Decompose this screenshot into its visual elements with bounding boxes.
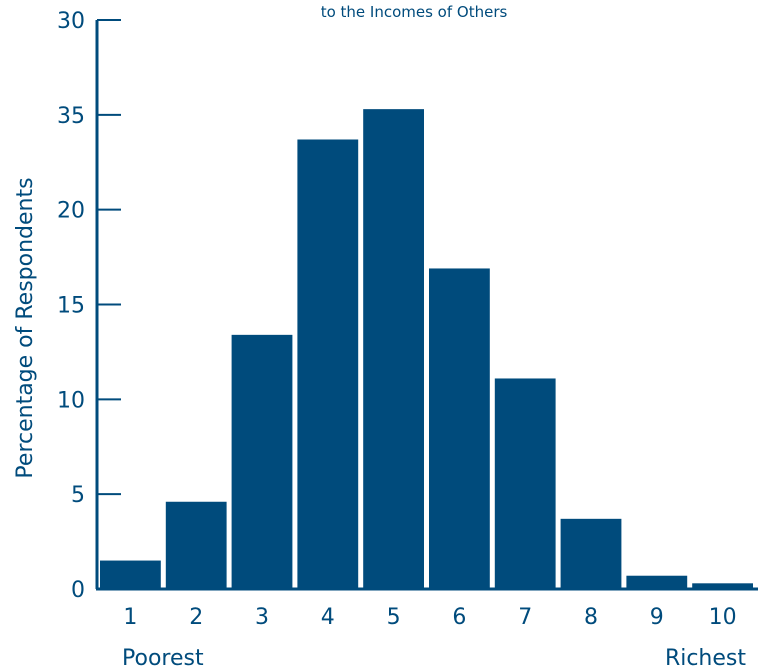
y-tick-label: 15 bbox=[57, 294, 85, 319]
x-tick-label: 6 bbox=[452, 605, 466, 630]
y-tick-label: 0 bbox=[71, 578, 85, 603]
x-end-label-left: Poorest bbox=[122, 646, 204, 669]
bar bbox=[429, 268, 490, 589]
bar bbox=[363, 109, 424, 589]
y-tick-label: 30 bbox=[57, 9, 85, 34]
bar bbox=[692, 583, 753, 589]
chart-title: to the Incomes of Others bbox=[321, 3, 508, 21]
x-tick-label: 2 bbox=[189, 605, 203, 630]
y-axis-label: Percentage of Respondents bbox=[13, 177, 38, 478]
x-tick-label: 7 bbox=[518, 605, 532, 630]
x-end-label-right: Richest bbox=[665, 646, 746, 669]
x-tick-label: 9 bbox=[650, 605, 664, 630]
y-tick-label: 10 bbox=[57, 388, 85, 413]
bar bbox=[231, 334, 293, 589]
y-tick-label: 20 bbox=[57, 199, 85, 224]
bars bbox=[100, 109, 753, 590]
x-tick-label: 8 bbox=[584, 605, 598, 630]
bar bbox=[100, 560, 161, 589]
x-tick-label: 3 bbox=[255, 605, 269, 630]
bar bbox=[560, 518, 622, 589]
bar bbox=[165, 501, 227, 589]
bar bbox=[626, 575, 688, 589]
x-tick-label: 5 bbox=[387, 605, 401, 630]
y-tick-label: 5 bbox=[71, 483, 85, 508]
bar bbox=[297, 139, 359, 590]
x-tick-label: 1 bbox=[123, 605, 137, 630]
x-ticks: 1 2 3 4 5 6 7 8 9 10 bbox=[123, 605, 736, 630]
y-tick-label: 35 bbox=[57, 104, 85, 129]
bar bbox=[494, 378, 556, 589]
x-tick-label: 10 bbox=[709, 605, 737, 630]
x-tick-label: 4 bbox=[321, 605, 335, 630]
y-ticks: 0 5 10 15 20 35 30 bbox=[57, 9, 121, 603]
